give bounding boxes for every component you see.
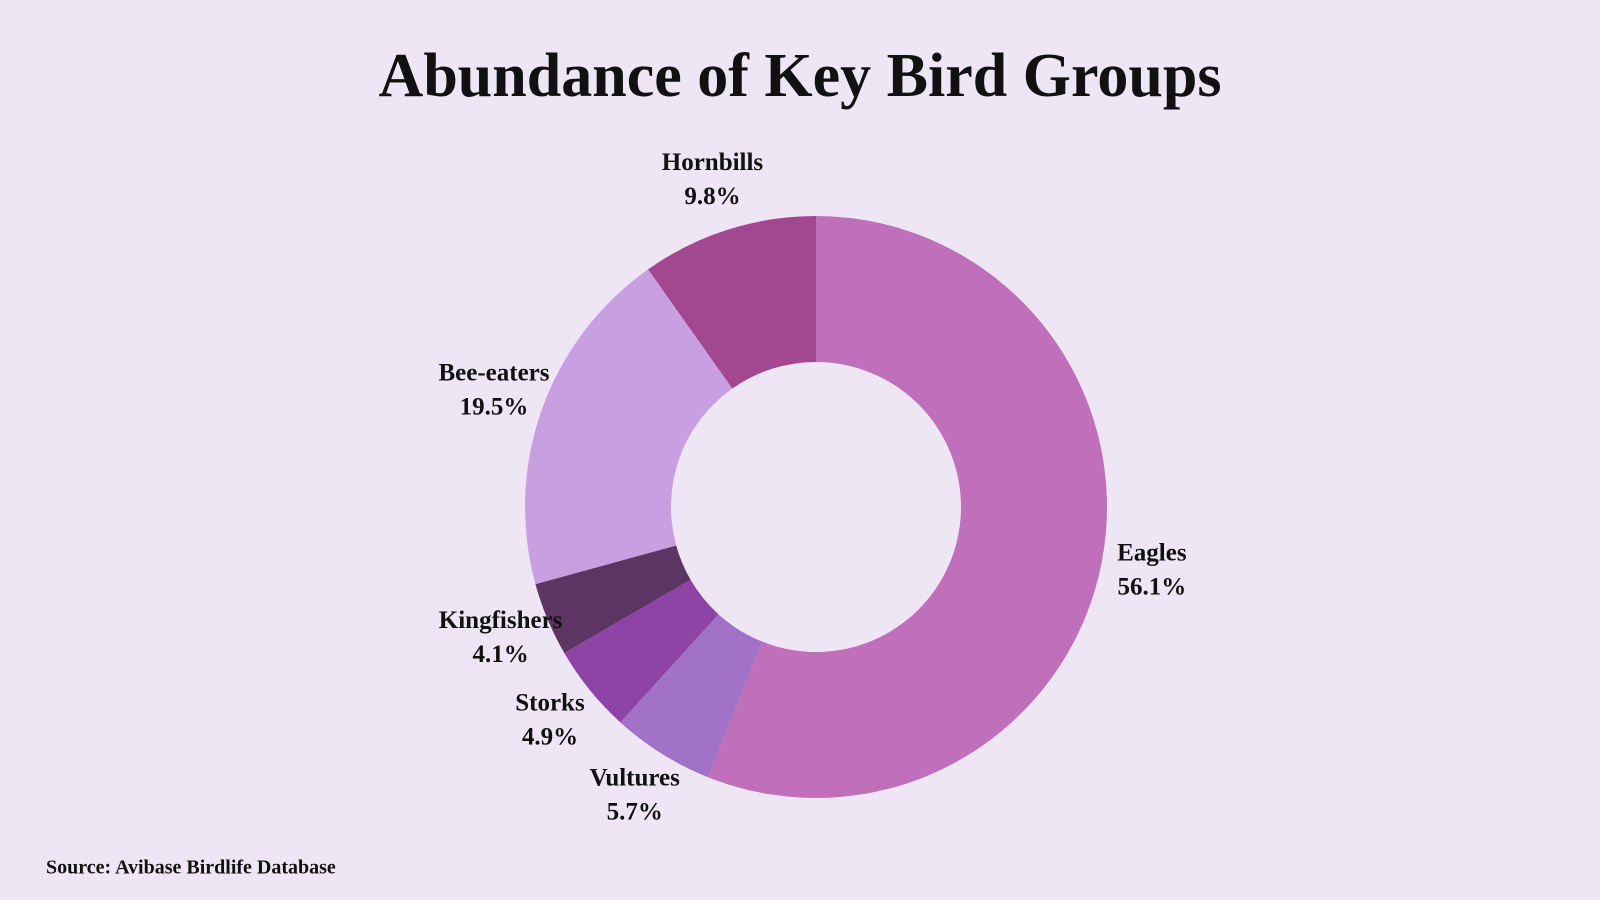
donut-slice (708, 216, 1107, 798)
slice-label: Storks (515, 690, 585, 717)
donut-slice (564, 579, 719, 723)
source-note: Source: Avibase Birdlife Database (46, 857, 336, 879)
donut-slice (648, 216, 816, 389)
slice-label: Hornbills (662, 149, 764, 176)
donut-slice (525, 269, 733, 585)
slice-label: Eagles (1117, 539, 1187, 566)
slice-value-label: 9.8% (684, 183, 740, 210)
slice-value-label: 4.9% (522, 724, 578, 751)
donut-slice (535, 545, 691, 654)
slice-value-label: 4.1% (472, 641, 528, 668)
chart-title: Abundance of Key Bird Groups (379, 42, 1222, 110)
donut-slice (620, 614, 763, 778)
slice-label: Kingfishers (439, 607, 563, 634)
slice-value-label: 56.1% (1117, 573, 1186, 600)
slice-value-label: 19.5% (460, 394, 529, 421)
slice-label: Bee-eaters (438, 360, 549, 387)
slice-value-label: 5.7% (607, 799, 663, 826)
slice-label: Vultures (590, 765, 681, 792)
